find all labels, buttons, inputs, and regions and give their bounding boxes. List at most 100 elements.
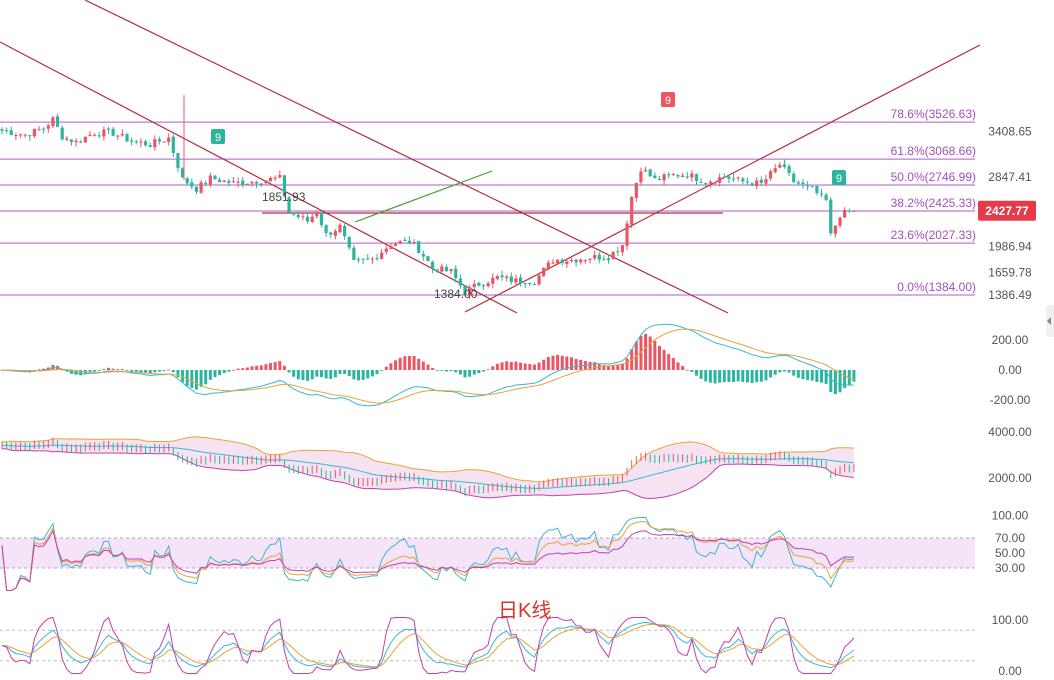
candle-body [722, 176, 726, 178]
price-axis-tick: 1986.94 [988, 239, 1032, 253]
macd-histogram-bar [532, 364, 536, 370]
td-count-badge [211, 129, 225, 144]
boll-band-fill [2, 436, 854, 499]
candle-body [542, 267, 546, 277]
macd-histogram-bar [750, 370, 754, 384]
candle-body [435, 269, 439, 272]
candle-body [255, 181, 259, 184]
candle-body [801, 182, 805, 185]
candle-body [18, 134, 23, 136]
candle-body [120, 133, 124, 136]
kdj-axis-tick: 100.00 [992, 613, 1029, 627]
candle-body [560, 259, 564, 264]
chart-period-watermark: 日K线 [498, 599, 551, 622]
macd-histogram-bar [732, 370, 736, 382]
macd-histogram-bar [468, 370, 472, 377]
candle-body [833, 225, 837, 234]
macd-histogram-bar [190, 370, 194, 389]
candle-body [634, 182, 638, 198]
candle-body [51, 117, 55, 127]
candle-body [838, 217, 842, 226]
candle-body [28, 135, 32, 137]
rising-trend-line [464, 44, 981, 313]
channel-upper-line [84, 0, 729, 314]
candle-body [745, 181, 750, 183]
macd-histogram-bar [727, 370, 731, 383]
macd-histogram-bar [343, 370, 347, 375]
candle-body [523, 282, 527, 285]
fib-label: 50.0%(2746.99) [891, 170, 976, 184]
candle-body [625, 223, 629, 246]
macd-histogram-bar [625, 358, 629, 370]
macd-histogram-bar [282, 365, 286, 370]
candle-body [768, 171, 773, 179]
price-axis-tick: 1386.49 [988, 288, 1032, 302]
macd-histogram-bar [278, 361, 282, 370]
candle-body [532, 283, 537, 285]
candle-body [389, 245, 393, 249]
candle-body [32, 128, 37, 137]
macd-histogram-bar [333, 370, 337, 378]
macd-histogram-bar [435, 370, 439, 371]
right-collapse-handle[interactable] [1046, 305, 1054, 337]
macd-histogram-bar [380, 370, 384, 371]
candle-body [500, 275, 504, 278]
macd-histogram-bar [194, 370, 198, 390]
candle-body [546, 262, 550, 269]
candle-body [694, 174, 699, 181]
macd-histogram-bar [213, 370, 217, 378]
candle-body [282, 175, 287, 197]
macd-histogram-bar [412, 355, 416, 370]
rsi-12-line [1, 520, 854, 591]
macd-histogram-bar [699, 370, 703, 379]
macd-histogram-bar [787, 370, 791, 373]
macd-histogram-bar [769, 370, 773, 378]
macd-histogram-bar [324, 370, 328, 379]
boll-axis-tick: 4000.00 [988, 425, 1032, 439]
td-count-label: 9 [665, 95, 671, 107]
candle-body [380, 252, 384, 259]
macd-histogram-bar [695, 370, 698, 376]
macd-histogram-bar [644, 333, 648, 370]
macd-histogram-bar [815, 370, 819, 383]
candle-body [606, 258, 611, 261]
macd-histogram-bar [139, 370, 143, 373]
candle-body [97, 135, 101, 137]
macd-histogram-bar [500, 362, 504, 370]
macd-histogram-bar [370, 370, 374, 377]
macd-histogram-bar [56, 365, 60, 370]
candle-body [782, 164, 787, 167]
macd-histogram-bar [616, 365, 620, 370]
price-axis-tick: 3408.65 [988, 125, 1032, 139]
macd-histogram-bar [519, 362, 523, 370]
candle-body [639, 171, 643, 183]
macd-histogram-bar [106, 367, 110, 370]
candle-body [74, 140, 78, 143]
candle-body [630, 197, 634, 225]
candle-body [213, 175, 217, 180]
candle-body [671, 174, 675, 176]
macd-histogram-bar [185, 370, 189, 386]
kdj-j-line [1, 616, 855, 674]
candle-body [305, 216, 310, 222]
macd-histogram-bar [162, 370, 166, 372]
rsi-axis-tick: 50.00 [995, 546, 1025, 560]
macd-histogram-bar [463, 370, 467, 378]
candle-body [653, 175, 657, 179]
candle-body [218, 179, 222, 183]
candle-body [324, 225, 328, 234]
macd-histogram-bar [440, 370, 444, 371]
macd-histogram-bar [116, 369, 120, 370]
candle-body [477, 282, 481, 286]
macd-histogram-bar [204, 370, 208, 385]
macd-axis-tick: -200.00 [990, 393, 1031, 407]
macd-histogram-bar [79, 370, 83, 376]
fib-label: 38.2%(2425.33) [891, 196, 976, 210]
macd-histogram-bar [454, 370, 458, 373]
macd-histogram-bar [792, 370, 796, 376]
macd-histogram-bar [134, 370, 138, 373]
candle-body [505, 276, 509, 278]
candle-body [792, 173, 796, 183]
